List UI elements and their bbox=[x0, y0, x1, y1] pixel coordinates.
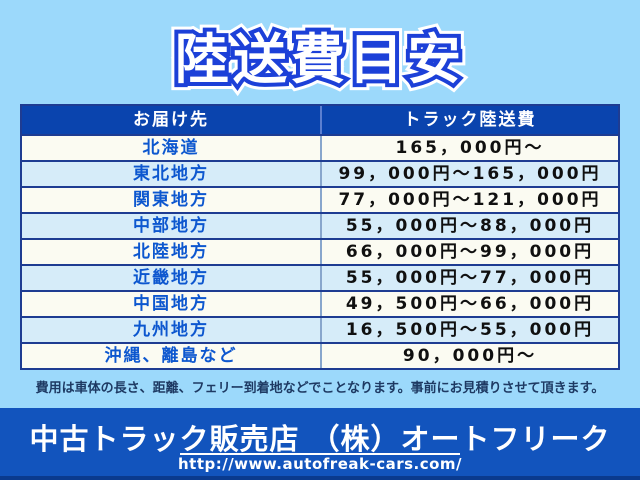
region-cell: 北海道 bbox=[142, 137, 200, 158]
company-name: 中古トラック販売店 （株）オートフリーク bbox=[29, 422, 611, 456]
table-row-tohoku: 東北地方 99，000円～165，000円 bbox=[22, 160, 618, 186]
table-header-row: お届け先 トラック陸送費 bbox=[22, 106, 618, 134]
price-cell: 55，000円～88，000円 bbox=[320, 214, 618, 238]
footer-banner: 中古トラック販売店 （株）オートフリーク http://www.autofrea… bbox=[0, 408, 640, 480]
table-header-destination: お届け先 bbox=[133, 109, 209, 130]
table-row-chugoku: 中国地方 49，500円～66，000円 bbox=[22, 290, 618, 316]
price-cell: 66，000円～99，000円 bbox=[320, 240, 618, 264]
price-cell: 77，000円～121，000円 bbox=[320, 188, 618, 212]
table-row-okinawa: 沖縄、離島など 90，000円～ bbox=[22, 342, 618, 368]
table-row-chubu: 中部地方 55，000円～88，000円 bbox=[22, 212, 618, 238]
price-cell: 99，000円～165，000円 bbox=[320, 162, 618, 186]
region-cell: 関東地方 bbox=[133, 189, 209, 210]
url-separator-line bbox=[180, 453, 460, 455]
table-row-hokkaido: 北海道 165，000円～ bbox=[22, 134, 618, 160]
price-cell: 16，500円～55，000円 bbox=[320, 318, 618, 342]
site-url: http://www.autofreak-cars.com/ bbox=[177, 455, 463, 473]
table-row-hokuriku: 北陸地方 66，000円～99，000円 bbox=[22, 238, 618, 264]
table-row-kyushu: 九州地方 16，500円～55，000円 bbox=[22, 316, 618, 342]
price-cell: 90，000円～ bbox=[320, 344, 618, 368]
region-cell: 中国地方 bbox=[133, 293, 209, 314]
region-cell: 近畿地方 bbox=[133, 267, 209, 288]
price-cell: 49，500円～66，000円 bbox=[320, 292, 618, 316]
page-title-outline: 陸送費目安 bbox=[171, 24, 465, 95]
banner-bottom-edge bbox=[0, 476, 640, 480]
price-cell: 165，000円～ bbox=[320, 136, 618, 160]
page-title-text: 陸送費目安 bbox=[175, 28, 465, 91]
region-cell: 九州地方 bbox=[133, 319, 209, 340]
disclaimer-note: 費用は車体の長さ、距離、フェリー到着地などでことなります。事前にお見積りさせて頂… bbox=[35, 381, 605, 396]
region-cell: 北陸地方 bbox=[133, 241, 209, 262]
table-header-fee: トラック陸送費 bbox=[320, 106, 618, 134]
table-row-kanto: 関東地方 77，000円～121，000円 bbox=[22, 186, 618, 212]
page-title: 陸送費目安 陸送費目安 陸送費目安 bbox=[0, 21, 640, 98]
page-title-halo: 陸送費目安 bbox=[168, 21, 468, 98]
region-cell: 東北地方 bbox=[133, 163, 209, 184]
shipping-fee-table: お届け先 トラック陸送費 北海道 165，000円～ 東北地方 99，000円～… bbox=[20, 104, 620, 370]
region-cell: 沖縄、離島など bbox=[104, 345, 238, 366]
region-cell: 中部地方 bbox=[133, 215, 209, 236]
price-cell: 55，000円～77，000円 bbox=[320, 266, 618, 290]
table-row-kinki: 近畿地方 55，000円～77，000円 bbox=[22, 264, 618, 290]
